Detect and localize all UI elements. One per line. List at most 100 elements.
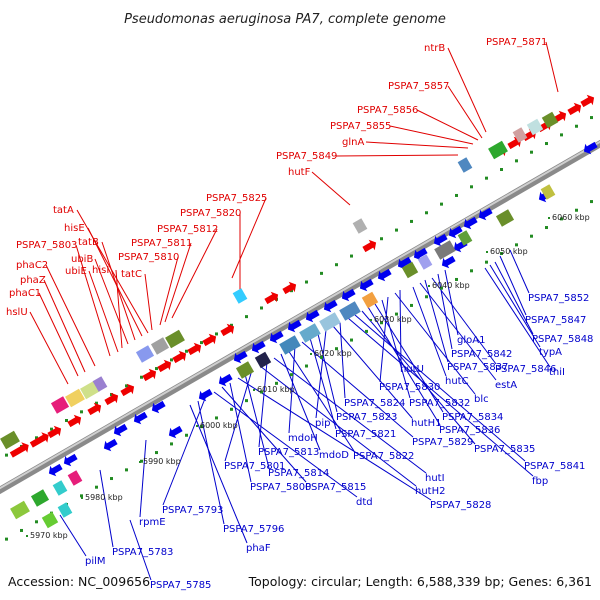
feature-block [30,489,50,507]
gene-label: hutH1 [411,418,441,429]
gene-label: tatC [121,269,142,280]
gene-label: ubiE [65,266,87,277]
tick-mark [485,176,488,180]
leader-line [244,373,270,469]
feature-block [457,157,473,173]
tick-mark [20,528,23,532]
feature-block [361,291,379,309]
gene-label: PSPA7_5821 [335,429,396,440]
tick-mark [335,347,338,351]
tick-mark [425,295,428,299]
leader-line [509,249,530,294]
forward-gene-arrow [187,342,202,356]
tick-mark [215,332,218,336]
tick-mark [230,407,233,411]
reverse-gene-arrow [323,299,338,313]
reverse-gene-arrow [448,225,463,239]
leader-line [237,377,432,501]
feature-block [540,184,556,200]
leader-line [59,514,87,557]
gene-label: rpmE [139,517,166,528]
gene-label: hisE [64,223,85,234]
tick-mark [530,234,533,238]
tick-mark [170,358,173,362]
gene-label: gloA1 [457,335,485,346]
feature-block [150,337,170,355]
tick-mark [245,399,248,403]
leader-line [361,310,476,445]
tick-mark [335,263,338,267]
gene-label: PSPA7_5814 [268,468,329,479]
leader-line [75,244,111,357]
gene-label: PSPA7_5846 [495,364,556,375]
gene-features [0,94,598,529]
gene-label: PSPA7_5824 [344,398,405,409]
leader-line [288,345,296,434]
gene-label: PSPA7_5785 [150,580,211,591]
reverse-gene-arrow [478,207,493,221]
feature-block [279,335,301,355]
tick-mark [425,211,428,215]
leader-line [412,286,447,377]
tick-mark [80,494,83,498]
leader-line [287,349,355,452]
leader-line [221,386,307,483]
forward-gene-arrow [47,425,62,439]
ruler-label: 6020 kbp [314,349,352,358]
tick-mark [380,321,383,325]
leader-line [484,267,551,368]
gene-label: PSPA7_5841 [524,461,585,472]
leader-line [339,321,346,399]
ruler-tick [310,353,312,355]
forward-gene-arrow [282,281,297,295]
feature-block [10,500,30,520]
gene-label: phaF [246,543,271,554]
leader-line [144,273,153,331]
reverse-gene-arrow [233,350,248,364]
gene-label: hslU [6,307,28,318]
map-title: Pseudomonas aeruginosa PA7, complete gen… [124,12,446,27]
tick-mark [470,185,473,189]
leader-line [394,292,476,395]
tick-mark [545,142,548,146]
feature-block [299,323,321,343]
accession-text: Accession: NC_009656 [8,574,150,589]
tick-mark [155,367,158,371]
tick-mark [500,168,503,171]
tick-mark [260,306,263,310]
feature-block [541,111,559,129]
leader-line [447,47,487,133]
feature-block [434,240,456,260]
feature-block [495,209,515,227]
tick-mark [290,373,293,377]
feature-block [352,218,368,234]
leader-line [389,125,474,145]
gene-label: tatA [53,205,74,216]
gene-label: PSPA7_5830 [379,382,440,393]
ruler-tick [26,535,28,537]
reverse-gene-arrow [305,309,320,323]
gene-label: PSPA7_5829 [412,437,473,448]
gene-label: hutH2 [415,486,445,497]
gene-label: phaZ [20,275,46,286]
gene-label: dtd [356,497,373,508]
ruler-label: 6030 kbp [374,315,412,324]
gene-label: PSPA7_5842 [451,349,512,360]
gene-label: PSPA7_5813 [258,447,319,458]
tick-mark [125,468,128,472]
tick-mark [5,537,8,541]
gene-label: PSPA7_5856 [357,105,418,116]
leader-line [354,314,526,462]
leader-line [444,269,459,336]
reverse-gene-arrow [441,255,456,269]
forward-gene-arrow [67,414,82,428]
gene-label: PSPA7_5810 [118,252,179,263]
forward-gene-arrow [264,291,279,305]
gene-label: hutF [288,167,311,178]
tick-mark [200,341,203,345]
gene-label: PSPA7_5801 [224,461,285,472]
ruler-label: 5980 kbp [85,493,123,502]
tick-mark [515,243,518,247]
reverse-gene-arrow [377,268,392,282]
